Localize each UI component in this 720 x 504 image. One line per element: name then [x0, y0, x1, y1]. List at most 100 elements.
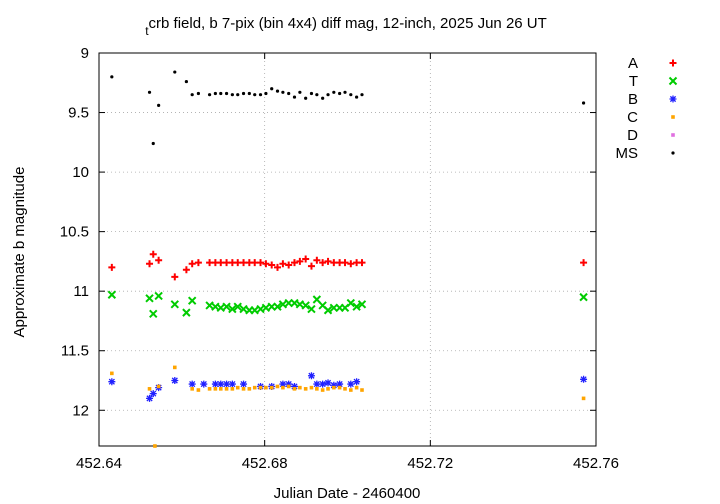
- data-point-ms: [157, 103, 161, 107]
- data-point-c: [156, 384, 161, 389]
- y-tick-label: 10.5: [60, 224, 89, 241]
- data-point-t: [222, 302, 231, 311]
- data-point-t: [187, 296, 197, 305]
- data-point-t: [149, 309, 158, 319]
- data-point-t: [273, 302, 282, 311]
- data-point-a: [171, 273, 179, 281]
- data-point-c: [230, 387, 235, 391]
- data-point-t: [228, 304, 237, 314]
- data-point-ms: [230, 93, 234, 97]
- legend-label: C: [627, 109, 638, 126]
- data-point-c: [337, 385, 342, 390]
- data-point-a: [257, 259, 265, 267]
- data-point-ms: [253, 93, 257, 97]
- data-point-c: [153, 444, 157, 448]
- x-tick-label: 452.76: [573, 455, 619, 472]
- data-point-t: [170, 300, 179, 309]
- legend-label: B: [628, 91, 638, 108]
- legend-label: D: [627, 127, 638, 144]
- data-point-ms: [349, 93, 353, 97]
- data-point-t: [346, 298, 356, 308]
- data-point-ms: [241, 91, 246, 96]
- data-point-ms: [224, 91, 229, 96]
- data-point-b: [290, 382, 298, 390]
- data-point-c: [172, 365, 177, 370]
- data-point-ms: [321, 96, 325, 100]
- data-point-ms: [247, 91, 251, 96]
- data-point-a: [274, 263, 282, 271]
- data-point-t: [312, 295, 322, 304]
- data-point-ms: [338, 91, 342, 96]
- data-point-a: [194, 259, 202, 267]
- data-point-a: [108, 263, 116, 271]
- data-point-c: [320, 388, 325, 392]
- legend-marker-t: [668, 76, 678, 86]
- data-point-a: [358, 259, 366, 267]
- data-point-t: [307, 304, 316, 314]
- data-point-c: [235, 385, 240, 390]
- data-point-t: [233, 302, 242, 311]
- data-point-b: [319, 380, 327, 388]
- data-point-b: [285, 380, 293, 388]
- chart-title-subscript: t: [145, 24, 149, 38]
- legend-marker-d: [671, 133, 675, 137]
- data-point-b: [217, 380, 225, 388]
- data-point-a: [347, 260, 355, 268]
- data-point-ms: [190, 93, 194, 97]
- data-point-c: [326, 387, 330, 391]
- data-point-ms: [184, 79, 188, 84]
- data-point-ms: [147, 90, 152, 94]
- data-point-c: [213, 387, 218, 391]
- data-point-a: [341, 259, 349, 267]
- data-point-t: [154, 291, 163, 301]
- data-point-ms: [581, 101, 586, 105]
- data-point-c: [147, 387, 152, 391]
- data-point-a: [313, 256, 321, 264]
- data-point-t: [357, 300, 367, 309]
- data-point-c: [247, 387, 252, 391]
- tick-layer: 452.64 452.68 452.72 452.76 9 9.5 10 10.5 11 11.5…: [60, 45, 619, 472]
- x-axis-label: Julian Date - 2460400: [274, 485, 421, 502]
- data-point-c: [292, 387, 297, 391]
- data-point-ms: [332, 90, 336, 94]
- x-tick-label: 452.68: [242, 455, 288, 472]
- marker-layer: [107, 70, 588, 448]
- data-point-a: [285, 261, 293, 269]
- data-point-c: [218, 387, 223, 391]
- data-point-b: [149, 390, 157, 398]
- data-point-ms: [151, 141, 155, 146]
- data-point-t: [301, 301, 310, 310]
- data-point-ms: [110, 75, 114, 79]
- data-point-t: [579, 292, 588, 302]
- data-point-b: [313, 380, 321, 388]
- data-point-ms: [298, 90, 302, 94]
- data-point-ms: [304, 96, 308, 100]
- data-point-a: [290, 259, 298, 267]
- data-point-c: [343, 387, 347, 391]
- y-tick-label: 10: [72, 164, 89, 181]
- data-point-ms: [315, 93, 319, 97]
- data-point-b: [240, 380, 248, 388]
- data-point-a: [155, 256, 163, 264]
- data-point-a: [324, 257, 332, 265]
- data-point-b: [188, 380, 196, 388]
- x-tick-label: 452.64: [76, 455, 122, 472]
- data-point-b: [108, 378, 116, 386]
- y-tick-label: 9: [81, 45, 89, 62]
- y-tick-label: 9.5: [68, 105, 89, 122]
- data-point-ms: [264, 91, 268, 96]
- data-point-a: [279, 260, 287, 268]
- y-tick-label: 11: [73, 283, 89, 300]
- data-point-b: [347, 380, 355, 388]
- data-point-a: [307, 262, 315, 270]
- data-point-c: [303, 387, 308, 391]
- data-point-c: [196, 388, 201, 392]
- data-point-c: [349, 388, 353, 392]
- data-point-c: [281, 385, 285, 390]
- grid-layer: [99, 53, 596, 446]
- x-tick-label: 452.72: [407, 455, 453, 472]
- data-point-b: [171, 377, 179, 384]
- data-point-t: [145, 294, 154, 303]
- data-point-a: [296, 257, 304, 265]
